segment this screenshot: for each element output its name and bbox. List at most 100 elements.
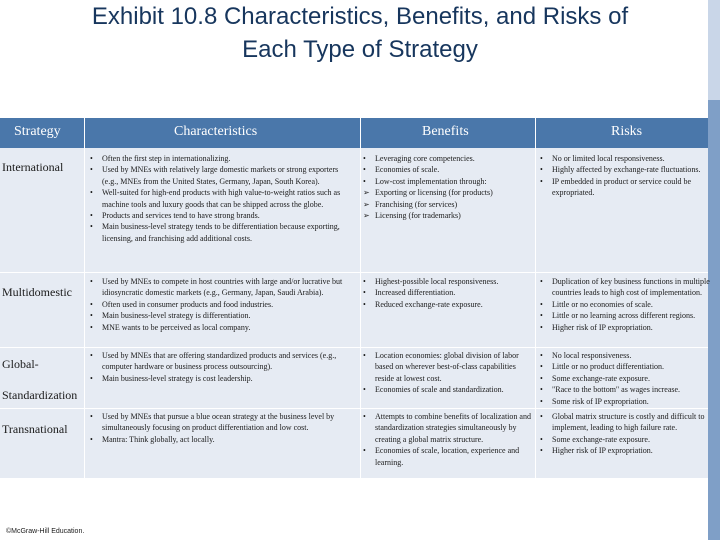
- bullet-item: • No or limited local responsiveness.: [540, 153, 710, 164]
- bullet-item: • Some risk of IP expropriation.: [540, 396, 710, 407]
- multidomestic-risks: • Duplication of key business functions i…: [540, 276, 710, 333]
- bullet-text: Attempts to combine benefits of localiza…: [375, 412, 531, 444]
- bullet-item: • "Race to the bottom" as wages increase.: [540, 384, 710, 395]
- bullet-marker: •: [540, 373, 543, 383]
- bullet-text: Highly affected by exchange-rate fluctua…: [552, 165, 701, 175]
- bullet-item: • Higher risk of IP expropriation.: [540, 445, 710, 456]
- bullet-marker: •: [90, 351, 93, 360]
- bullet-marker: •: [540, 434, 543, 444]
- bullet-marker: •: [90, 188, 93, 198]
- bullet-marker: •: [363, 385, 366, 395]
- bullet-item: ➢ Franchising (for services): [363, 199, 533, 210]
- bullet-item: • Global matrix structure is costly and d…: [540, 411, 710, 434]
- bullet-text: Little or no economies of scale.: [552, 299, 653, 309]
- bullet-text: Main business-level strategy is cost lea…: [102, 373, 253, 383]
- bullet-item: • Economies of scale.: [363, 164, 533, 175]
- bullet-text: Franchising (for services): [375, 199, 458, 209]
- transnational-characteristics: • Used by MNEs that pursue a blue ocean s…: [90, 411, 356, 445]
- bullet-marker: •: [90, 412, 93, 421]
- bullet-marker: •: [90, 165, 93, 175]
- bullet-marker: •: [540, 322, 543, 332]
- copyright-footer: ©McGraw-Hill Education.: [6, 528, 85, 535]
- bullet-marker: •: [363, 299, 366, 309]
- bullet-marker: •: [540, 311, 543, 321]
- bullet-item: • Little or no product differentiation.: [540, 361, 710, 372]
- bullet-text: Used by MNEs to compete in host countrie…: [102, 277, 343, 298]
- bullet-text: Well-suited for high-end products with h…: [102, 188, 341, 209]
- column-divider: [84, 118, 85, 478]
- bullet-text: Little or no product differentiation.: [552, 362, 665, 372]
- bullet-text: Used by MNEs with relatively large domes…: [102, 165, 339, 186]
- bullet-item: ➢ Licensing (for trademarks): [363, 210, 533, 221]
- bullet-marker: •: [540, 362, 543, 372]
- slide-title: Exhibit 10.8 Characteristics, Benefits, …: [0, 0, 720, 66]
- bullet-marker: •: [540, 154, 543, 163]
- multidomestic-characteristics: • Used by MNEs to compete in host countri…: [90, 276, 356, 333]
- bullet-marker: •: [363, 277, 366, 286]
- column-divider: [535, 118, 536, 478]
- bullet-item: • Main business-level strategy is differe…: [90, 310, 356, 321]
- bullet-item: • Increased differentiation.: [363, 287, 533, 298]
- decorative-side-strip-highlight: [708, 0, 720, 100]
- bullet-item: • Main business-level strategy tends to b…: [90, 221, 356, 244]
- bullet-text: Highest-possible local responsiveness.: [375, 277, 499, 286]
- bullet-item: • Some exchange-rate exposure.: [540, 373, 710, 384]
- bullet-item: • Attempts to combine benefits of localiz…: [363, 411, 533, 445]
- bullet-text: Economies of scale, location, experience…: [375, 446, 520, 467]
- bullet-item: • Duplication of key business functions i…: [540, 276, 710, 299]
- bullet-text: Higher risk of IP expropriation.: [552, 322, 653, 332]
- bullet-item: • Location economies: global division of …: [363, 350, 533, 384]
- bullet-marker: ➢: [363, 211, 370, 221]
- strategy-global-standardization-line1: Global-: [2, 357, 39, 371]
- bullet-marker: •: [90, 211, 93, 221]
- bullet-text: Licensing (for trademarks): [375, 211, 461, 221]
- bullet-item: • Used by MNEs that pursue a blue ocean s…: [90, 411, 356, 434]
- bullet-marker: •: [363, 165, 366, 175]
- bullet-marker: •: [540, 176, 543, 186]
- bullet-item: • No local responsiveness.: [540, 350, 710, 361]
- bullet-text: Leveraging core competencies.: [375, 154, 475, 163]
- bullet-text: Economies of scale.: [375, 165, 440, 175]
- bullet-text: MNE wants to be perceived as local compa…: [102, 322, 251, 332]
- bullet-text: Products and services tend to have stron…: [102, 211, 260, 221]
- bullet-text: Often the first step in internationalizi…: [102, 154, 231, 163]
- bullet-marker: •: [363, 288, 366, 298]
- bullet-text: Some exchange-rate exposure.: [552, 373, 650, 383]
- bullet-text: Used by MNEs that pursue a blue ocean st…: [102, 412, 335, 433]
- bullet-marker: •: [540, 412, 543, 421]
- table-body: [0, 148, 708, 478]
- bullet-item: • Economies of scale, location, experienc…: [363, 445, 533, 468]
- row-divider: [0, 408, 708, 409]
- row-divider: [0, 272, 708, 273]
- bullet-item: • Highly affected by exchange-rate fluctu…: [540, 164, 710, 175]
- bullet-text: Little or no learning across different r…: [552, 311, 696, 321]
- bullet-marker: •: [540, 446, 543, 456]
- bullet-text: Reduced exchange-rate exposure.: [375, 299, 483, 309]
- bullet-text: Higher risk of IP expropriation.: [552, 446, 653, 456]
- bullet-text: Often used in consumer products and food…: [102, 299, 274, 309]
- bullet-text: Exporting or licensing (for products): [375, 188, 493, 198]
- bullet-marker: •: [90, 222, 93, 232]
- multidomestic-benefits: • Highest-possible local responsiveness. •…: [363, 276, 533, 310]
- bullet-text: Duplication of key business functions in…: [552, 277, 710, 298]
- bullet-item: • Mantra: Think globally, act locally.: [90, 434, 356, 445]
- bullet-marker: •: [363, 176, 366, 186]
- bullet-text: IP embedded in product or service could …: [552, 176, 691, 198]
- bullet-marker: •: [90, 277, 93, 286]
- strategy-transnational: Transnational: [2, 422, 68, 436]
- bullet-item: • Often used in consumer products and foo…: [90, 299, 356, 310]
- bullet-item: • Products and services tend to have stro…: [90, 210, 356, 221]
- header-benefits: Benefits: [422, 124, 469, 139]
- bullet-text: "Race to the bottom" as wages increase.: [552, 385, 681, 395]
- bullet-marker: •: [540, 351, 543, 360]
- bullet-marker: •: [363, 446, 366, 456]
- bullet-text: Some exchange-rate exposure.: [552, 434, 650, 444]
- strategy-global-standardization-line2: Standardization: [2, 388, 78, 402]
- bullet-marker: •: [90, 373, 93, 383]
- bullet-item: • Used by MNEs with relatively large dome…: [90, 164, 356, 187]
- row-divider: [0, 347, 708, 348]
- transnational-risks: • Global matrix structure is costly and d…: [540, 411, 710, 457]
- bullet-item: • Economies of scale and standardization.: [363, 384, 533, 395]
- bullet-marker: ➢: [363, 188, 370, 198]
- header-risks: Risks: [611, 124, 643, 139]
